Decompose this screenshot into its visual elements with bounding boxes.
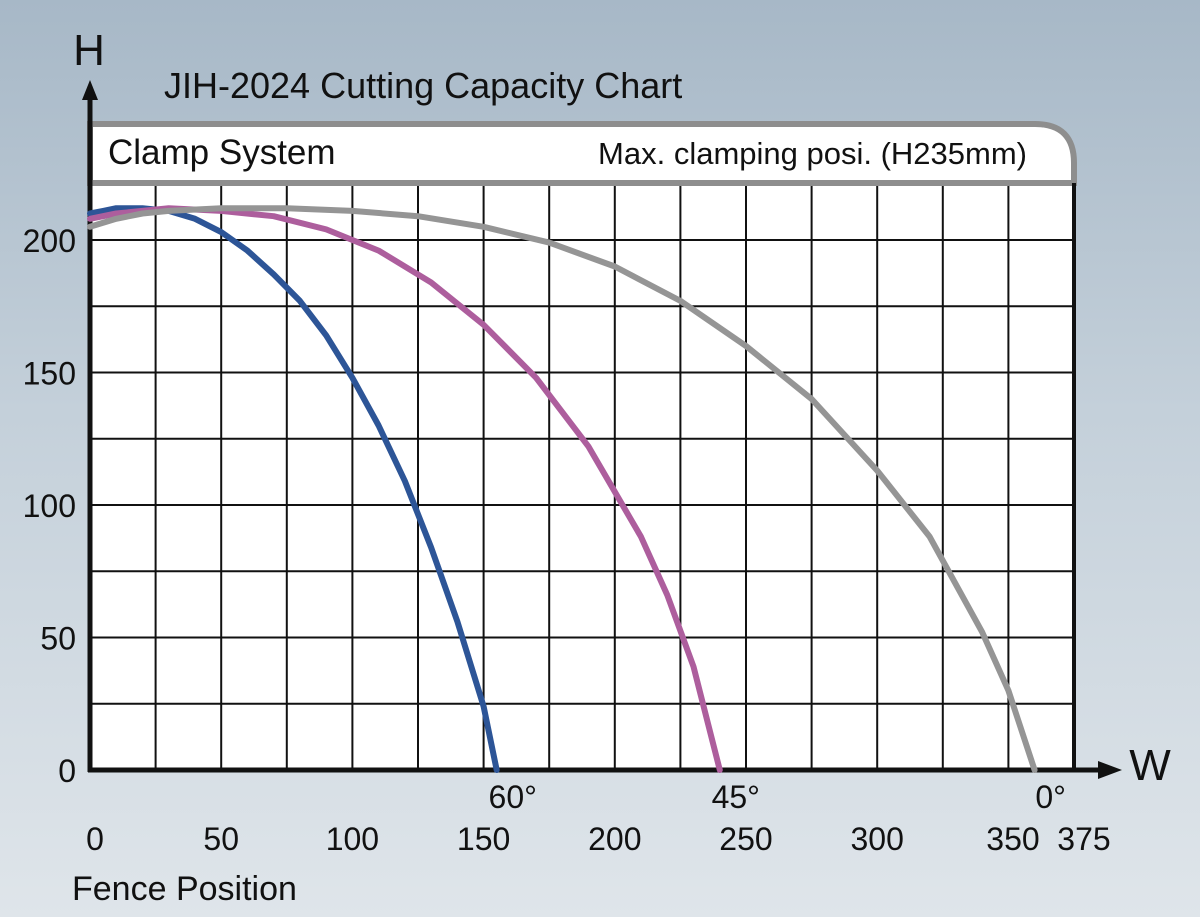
x-tick-label: 375 [1057,821,1110,857]
series-line [87,205,500,773]
x-tick-label: 100 [326,821,379,857]
x-tick-label: 0 [86,821,104,857]
y-tick-label: 150 [23,356,76,392]
x-tick-label: 250 [719,821,772,857]
angle-label: 45° [712,779,760,815]
x-tick-label: 350 [986,821,1039,857]
x-tick-labels: 0 50 100 150 200 250 300 350 375 [86,821,1111,857]
header-left-label: Clamp System [108,133,336,172]
w-axis-label: W [1129,741,1171,790]
x-axis-arrow [1098,761,1122,779]
x-tick-label: 50 [203,821,239,857]
y-tick-labels: 0 50 100 150 200 [23,223,76,789]
angle-labels: 60° 45° 0° [489,779,1066,815]
series-line [87,205,1038,773]
header-box [87,121,1077,186]
y-axis-label: H [73,26,105,75]
header-right-label: Max. clamping posi. (H235mm) [598,136,1027,171]
y-tick-label: 50 [40,621,76,657]
y-tick-label: 100 [23,488,76,524]
grid [90,183,1074,770]
y-tick-label: 0 [58,753,76,789]
y-tick-label: 200 [23,223,76,259]
x-tick-label: 150 [457,821,510,857]
series-group [87,205,1038,773]
x-tick-label: 300 [851,821,904,857]
axes [82,80,1122,779]
angle-label: 0° [1035,779,1066,815]
y-axis-arrow [82,80,98,100]
plot-area [90,183,1074,770]
angle-label: 60° [489,779,537,815]
x-axis-title: Fence Position [72,870,297,908]
x-tick-label: 200 [588,821,641,857]
chart-title: JIH-2024 Cutting Capacity Chart [164,65,682,106]
